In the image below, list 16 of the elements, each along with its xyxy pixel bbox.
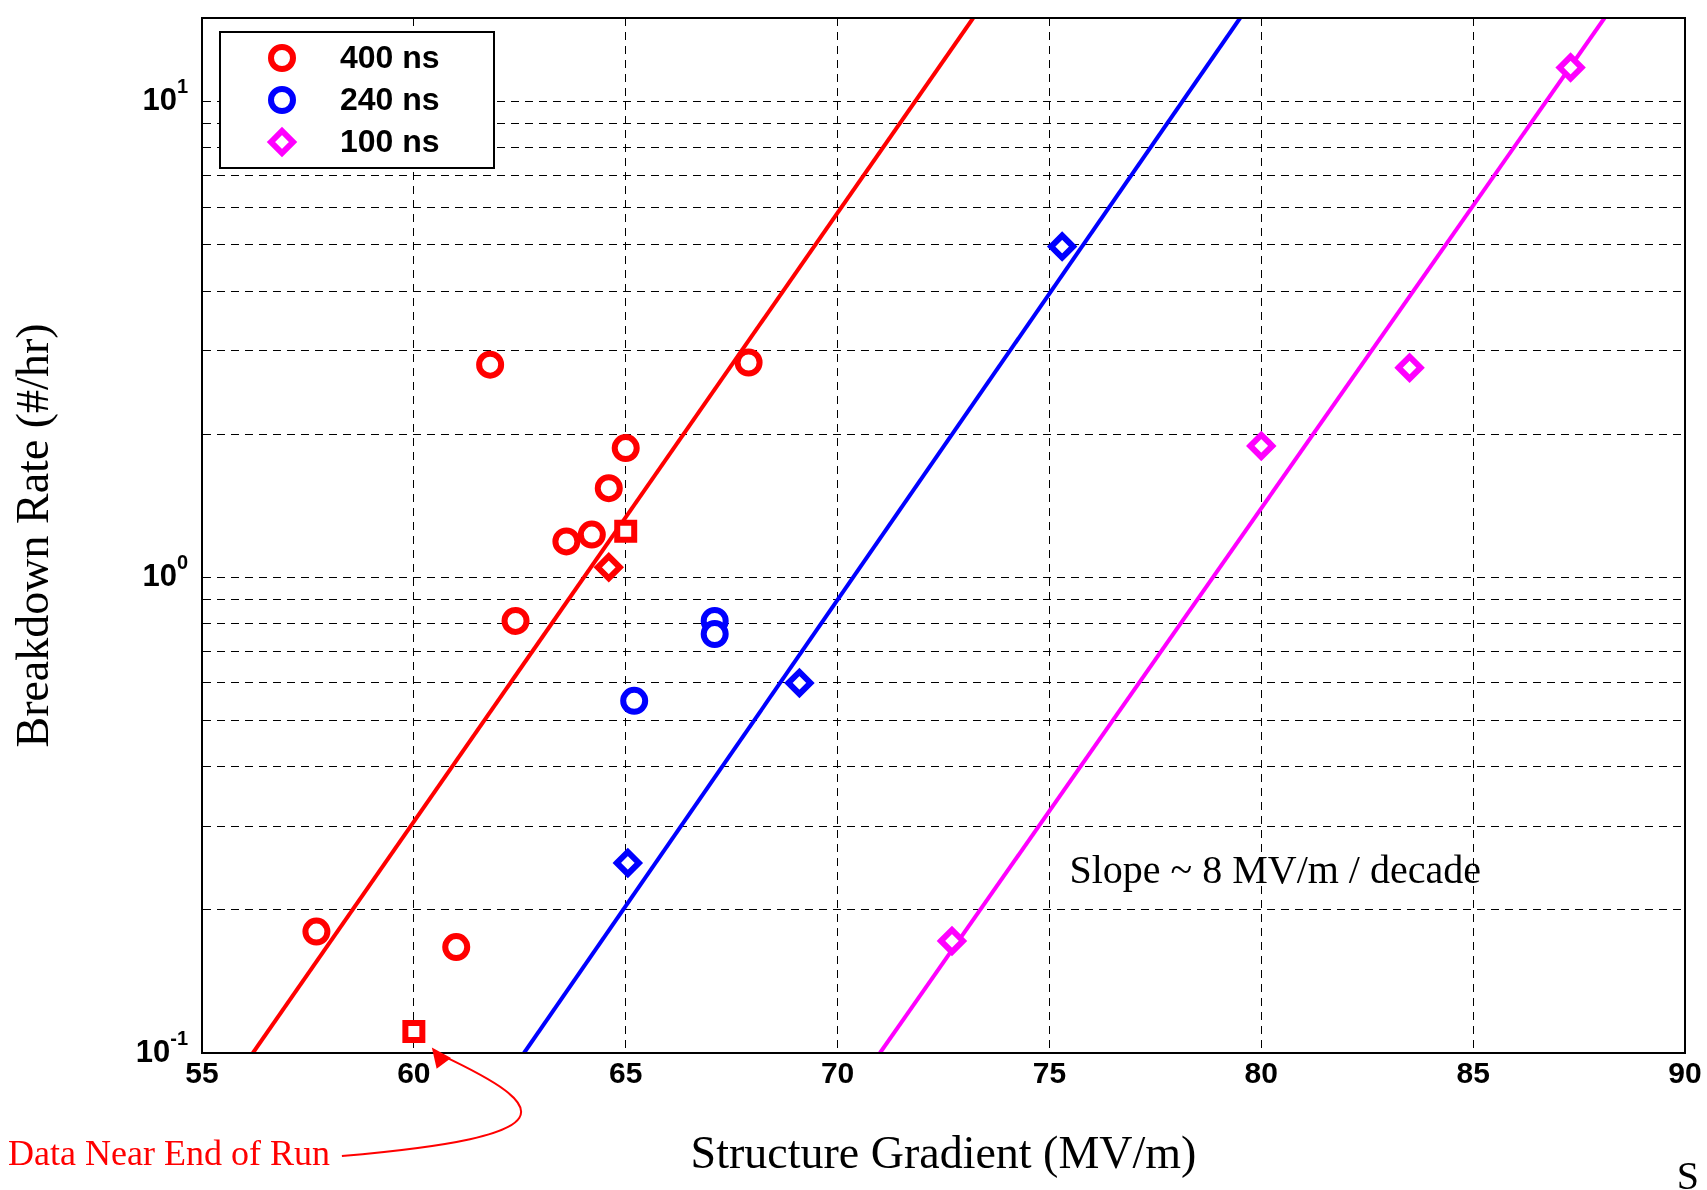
x-axis-title: Structure Gradient (MV/m) <box>690 1127 1197 1179</box>
legend-label: 100 ns <box>340 122 440 159</box>
x-tick-label: 60 <box>397 1056 431 1090</box>
legend-label: 240 ns <box>340 80 440 117</box>
x-tick-label: 80 <box>1244 1056 1278 1090</box>
y-axis-title: Breakdown Rate (#/hr) <box>6 323 58 748</box>
x-tick-label: 85 <box>1456 1056 1490 1090</box>
x-tick-label: 90 <box>1668 1056 1702 1090</box>
text: S <box>1676 1152 1699 1190</box>
x-tick-label: 70 <box>820 1056 855 1090</box>
annotation: Slope ~ 8 MV/m / decade <box>1069 846 1481 892</box>
x-tick-label: 65 <box>609 1056 643 1090</box>
x-tick-label: 75 <box>1032 1056 1067 1090</box>
text: Data Near End of Run <box>8 1133 330 1174</box>
x-tick-label: 55 <box>185 1056 219 1090</box>
legend-label: 400 ns <box>340 38 440 75</box>
